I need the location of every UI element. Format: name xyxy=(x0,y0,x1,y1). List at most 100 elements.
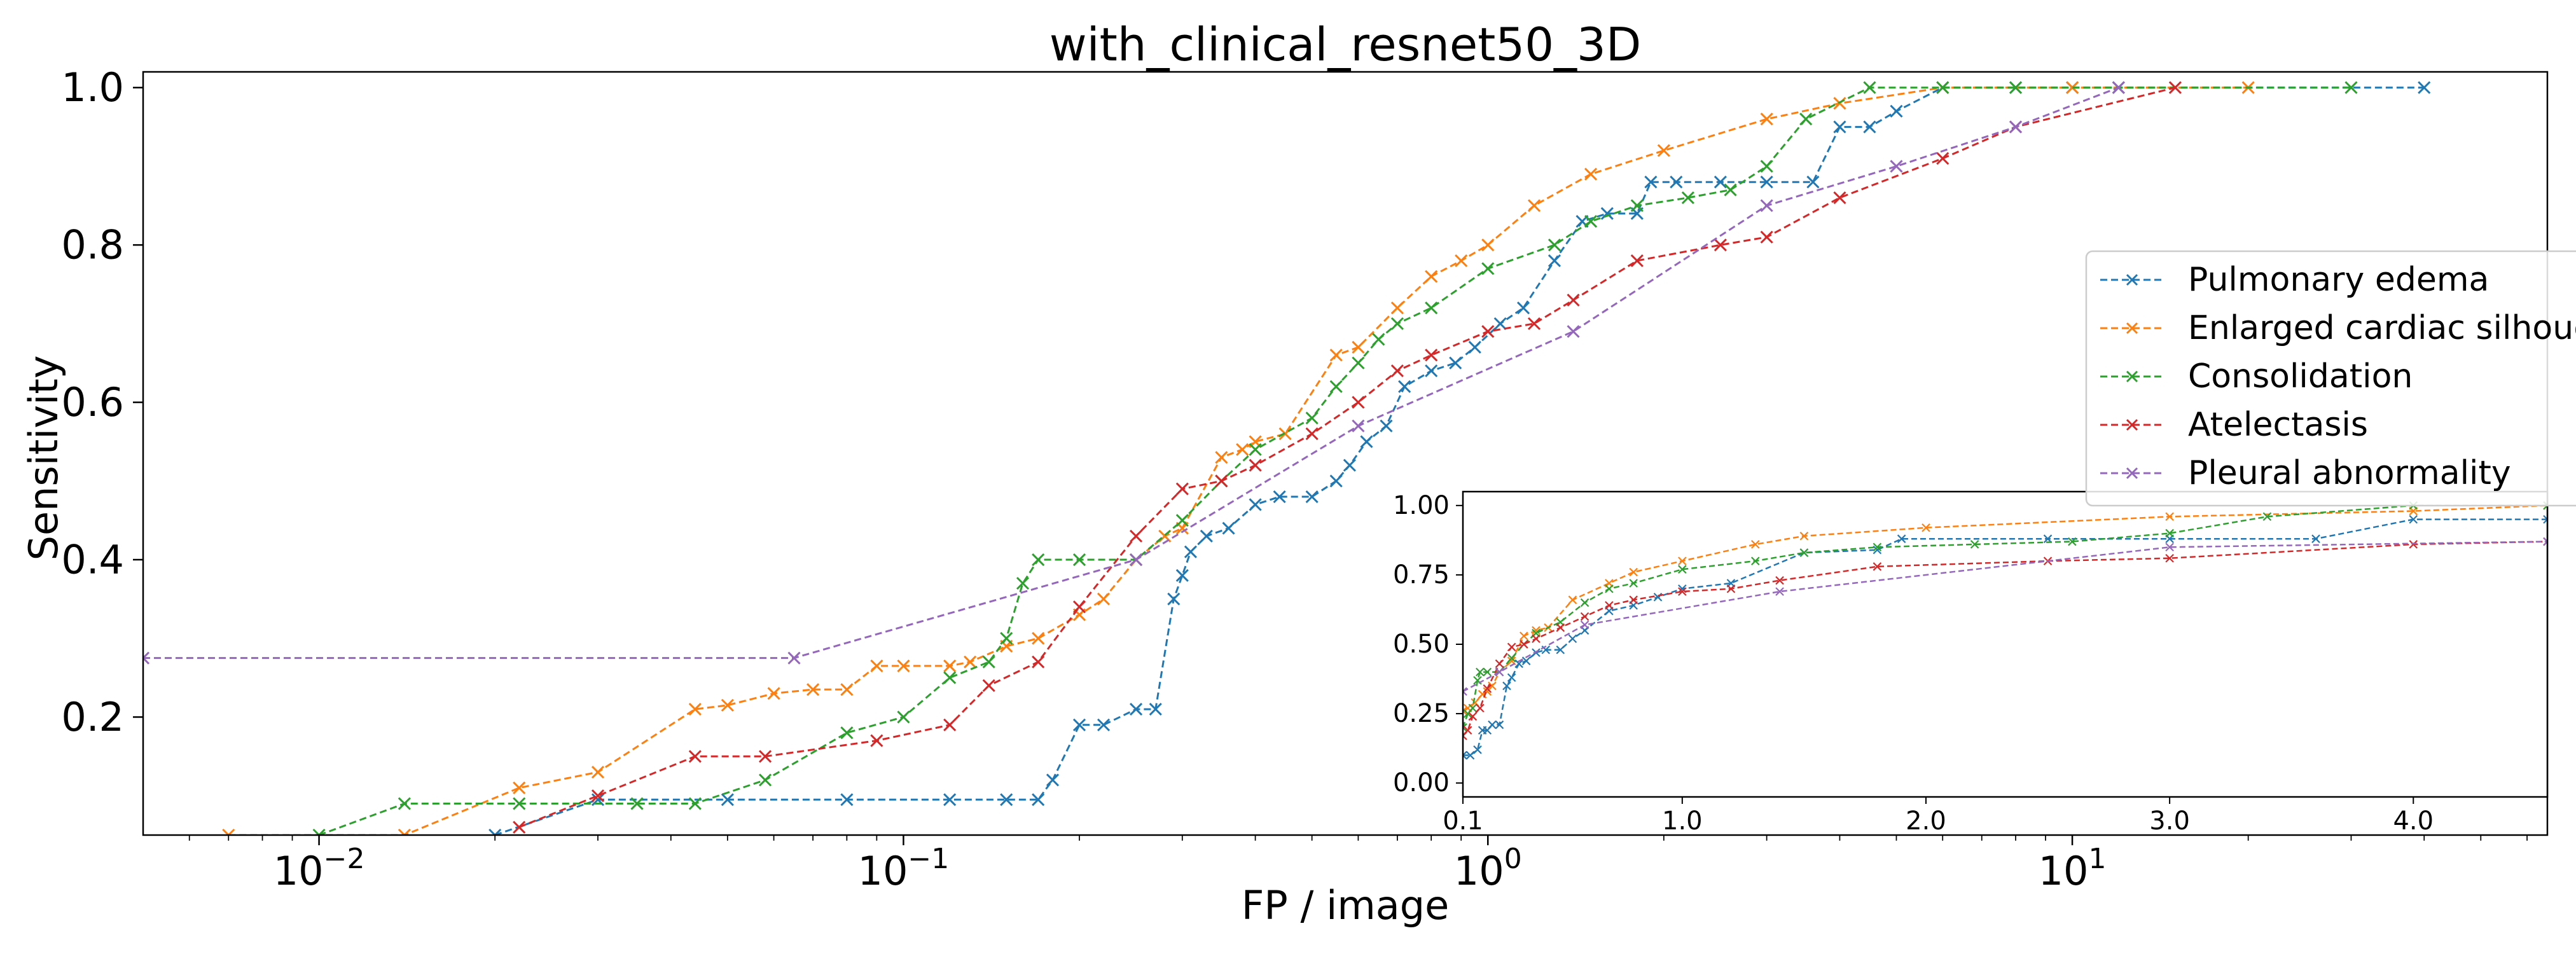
main-point-pulmonary-edema-28 xyxy=(1493,317,1507,330)
main-point-pulmonary-edema-18 xyxy=(1273,490,1286,504)
main-point-consolidation-17 xyxy=(1249,443,1262,456)
main-point-pleural-abnormality-5 xyxy=(1760,199,1773,212)
main-point-pleural-abnormality-8 xyxy=(2112,81,2125,94)
inset-x-tick-label-2: 2.0 xyxy=(1906,806,1946,836)
main-point-pulmonary-edema-27 xyxy=(1468,340,1481,354)
main-point-enlarged-cardiac-silhouette-8 xyxy=(840,683,854,696)
main-point-atelectasis-3 xyxy=(758,750,772,763)
main-point-pulmonary-edema-25 xyxy=(1425,364,1438,378)
main-point-consolidation-36 xyxy=(2344,81,2358,94)
inset-point-enlarged-cardiac-silhouette-14 xyxy=(1678,556,1687,565)
main-point-pulmonary-edema-32 xyxy=(1600,207,1614,220)
legend-marker-consolidation xyxy=(2126,370,2138,383)
main-series-line-enlarged-cardiac-silhouette xyxy=(228,86,2248,835)
main-point-pulmonary-edema-46 xyxy=(2418,81,2431,94)
inset-background xyxy=(1463,492,2547,797)
main-point-pulmonary-edema-26 xyxy=(1449,356,1462,370)
main-point-pulmonary-edema-40 xyxy=(1863,120,1876,134)
main-point-pulmonary-edema-1 xyxy=(591,793,605,806)
inset-point-atelectasis-7 xyxy=(1520,640,1528,649)
main-point-pulmonary-edema-22 xyxy=(1360,435,1373,448)
main-point-consolidation-1 xyxy=(398,797,411,810)
main-point-enlarged-cardiac-silhouette-2 xyxy=(513,781,526,794)
legend-box xyxy=(2085,250,2576,507)
main-series xyxy=(143,81,2431,835)
main-point-enlarged-cardiac-silhouette-21 xyxy=(1236,443,1249,456)
inset-point-pulmonary-edema-9 xyxy=(1514,659,1523,668)
main-point-pulmonary-edema-7 xyxy=(1046,773,1060,787)
main-point-atelectasis-12 xyxy=(1249,459,1262,472)
main-point-atelectasis-17 xyxy=(1481,325,1495,338)
main-x-tick-label-1: 10−1 xyxy=(858,843,950,894)
main-point-atelectasis-15 xyxy=(1390,364,1404,378)
main-x-tick-label-3: 101 xyxy=(2039,843,2107,894)
main-point-consolidation-22 xyxy=(1390,317,1404,330)
main-point-consolidation-32 xyxy=(1863,81,1876,94)
inset-point-pulmonary-edema-5 xyxy=(1488,720,1497,729)
inset-point-atelectasis-2 xyxy=(1468,712,1478,721)
main-point-pulmonary-edema-39 xyxy=(1833,120,1846,134)
legend-marker-pulmonary-edema xyxy=(2126,273,2138,286)
inset-point-atelectasis-5 xyxy=(1495,659,1504,668)
inset-point-atelectasis-12 xyxy=(1629,595,1638,604)
legend-marker-atelectasis xyxy=(2126,418,2138,431)
main-point-consolidation-23 xyxy=(1425,301,1438,315)
main-point-pleural-abnormality-6 xyxy=(1890,160,1903,173)
inset-point-consolidation-18 xyxy=(1970,540,1979,549)
inset-point-consolidation-2 xyxy=(1468,703,1478,713)
inset-point-pleural-abnormality-5 xyxy=(2543,537,2547,546)
main-x-tick-label-0: 10−2 xyxy=(274,843,365,894)
main-point-pleural-abnormality-4 xyxy=(1567,325,1580,338)
inset-point-enlarged-cardiac-silhouette-9 xyxy=(1532,626,1541,635)
inset-y-tick-label-0: 0.00 xyxy=(1393,768,1450,798)
main-y-tick-label-4: 1.0 xyxy=(61,64,124,111)
main-point-consolidation-0 xyxy=(312,828,326,835)
main-point-pulmonary-edema-13 xyxy=(1175,569,1189,582)
inset-point-enlarged-cardiac-silhouette-16 xyxy=(1799,532,1809,541)
main-point-pleural-abnormality-1 xyxy=(787,651,801,665)
inset-point-consolidation-19 xyxy=(2068,537,2077,546)
main-point-atelectasis-5 xyxy=(943,718,957,731)
inset-point-enlarged-cardiac-silhouette-8 xyxy=(1520,632,1528,640)
inset-point-consolidation-14 xyxy=(1678,565,1687,574)
main-point-pulmonary-edema-34 xyxy=(1644,176,1658,189)
main-point-pulmonary-edema-2 xyxy=(721,793,734,806)
main-point-pleural-abnormality-3 xyxy=(1352,419,1365,432)
main-point-enlarged-cardiac-silhouette-33 xyxy=(1760,113,1773,126)
main-point-enlarged-cardiac-silhouette-29 xyxy=(1481,238,1495,252)
inset-point-pulmonary-edema-6 xyxy=(1495,720,1504,729)
main-point-consolidation-25 xyxy=(1548,238,1562,252)
inset-point-atelectasis-8 xyxy=(1532,634,1541,644)
main-point-consolidation-26 xyxy=(1584,214,1598,228)
main-point-pulmonary-edema-23 xyxy=(1380,419,1393,432)
inset-point-pleural-abnormality-1 xyxy=(1495,667,1504,677)
inset-x-tick-label-3: 3.0 xyxy=(2149,806,2190,836)
main-point-consolidation-34 xyxy=(2009,81,2023,94)
main-point-enlarged-cardiac-silhouette-32 xyxy=(1657,144,1670,157)
main-point-enlarged-cardiac-silhouette-26 xyxy=(1390,301,1404,315)
inset-point-atelectasis-4 xyxy=(1483,684,1492,693)
inset-point-atelectasis-11 xyxy=(1605,601,1614,610)
main-point-atelectasis-23 xyxy=(1833,191,1846,204)
inset-point-atelectasis-18 xyxy=(2165,553,2174,563)
inset-point-pulmonary-edema-14 xyxy=(1568,634,1577,644)
inset-point-consolidation-17 xyxy=(1873,543,1882,552)
x-axis-label: FP / image xyxy=(1242,882,1449,929)
main-point-enlarged-cardiac-silhouette-16 xyxy=(1097,592,1111,605)
main-point-atelectasis-16 xyxy=(1425,349,1438,362)
inset-point-pulmonary-edema-24 xyxy=(2043,534,2053,543)
main-point-consolidation-19 xyxy=(1329,380,1343,393)
main-point-atelectasis-1 xyxy=(591,789,605,803)
main-point-enlarged-cardiac-silhouette-25 xyxy=(1352,340,1365,354)
inset-point-consolidation-7 xyxy=(1507,654,1516,663)
main-point-enlarged-cardiac-silhouette-28 xyxy=(1455,254,1468,267)
inset-point-consolidation-21 xyxy=(2262,512,2272,522)
main-point-pulmonary-edema-14 xyxy=(1184,545,1197,558)
legend-label-pulmonary-edema: Pulmonary edema xyxy=(2188,261,2489,299)
main-point-consolidation-24 xyxy=(1481,262,1495,275)
main-point-pulmonary-edema-41 xyxy=(1890,104,1903,118)
inset-point-pulmonary-edema-0 xyxy=(1463,750,1467,760)
inset-point-pulmonary-edema-23 xyxy=(1897,534,1906,543)
main-point-consolidation-29 xyxy=(1724,183,1737,197)
